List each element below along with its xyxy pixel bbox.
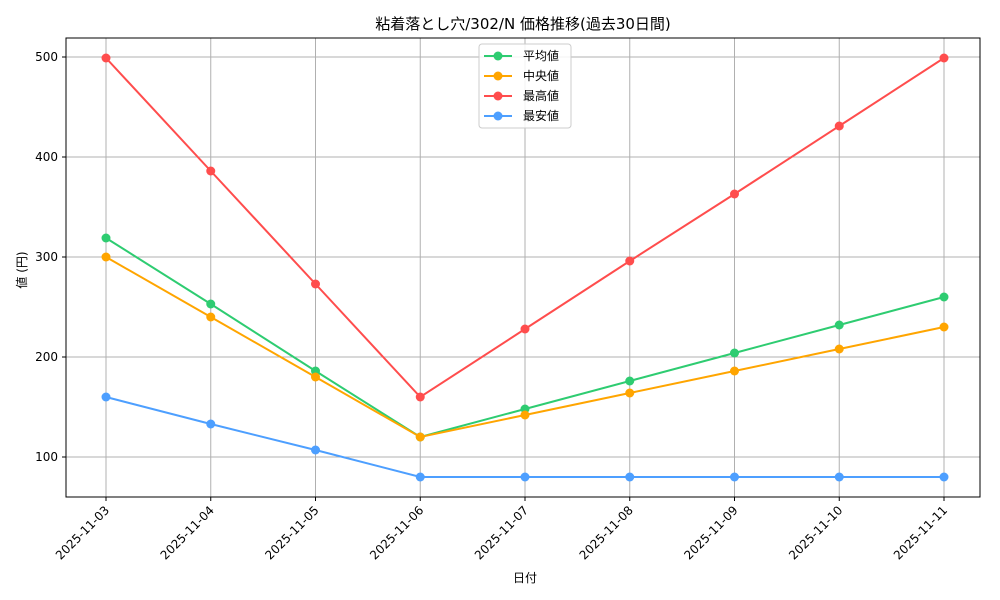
legend-marker-icon <box>493 51 503 61</box>
data-point <box>939 472 949 482</box>
data-point <box>520 324 530 334</box>
data-point <box>625 256 635 266</box>
data-point <box>939 292 949 302</box>
legend-box <box>478 43 572 129</box>
plot-frame <box>65 37 981 498</box>
data-point <box>415 472 425 482</box>
data-point <box>101 233 111 243</box>
data-point <box>834 320 844 330</box>
x-axis: 2025-11-03 2025-11-04 2025-11-05 2025-11-06… <box>53 497 950 562</box>
data-point <box>730 366 739 376</box>
data-point <box>625 472 635 482</box>
data-point <box>834 472 844 482</box>
legend-item: 最安値 <box>484 108 559 123</box>
data-point <box>311 445 320 455</box>
data-point <box>730 472 739 482</box>
x-tick-label: 2025-11-03 <box>53 503 112 562</box>
legend-item: 最高値 <box>484 88 559 103</box>
x-tick-label: 2025-11-08 <box>577 503 636 562</box>
x-tick-label: 2025-11-06 <box>367 503 426 562</box>
data-point <box>415 392 425 402</box>
legend-marker-icon <box>493 71 503 81</box>
data-point <box>730 189 739 199</box>
y-axis-label: 値 (円) <box>14 251 29 288</box>
data-point <box>101 392 111 402</box>
x-tick-label: 2025-11-04 <box>158 503 217 562</box>
data-point <box>206 419 216 429</box>
data-point <box>625 376 635 386</box>
data-point <box>625 388 635 398</box>
y-tick-label: 200 <box>35 350 58 364</box>
data-point <box>520 410 530 420</box>
legend-item: 中央値 <box>484 68 559 83</box>
y-axis: 100 200 300 400 500 <box>35 50 66 464</box>
data-point <box>101 252 111 262</box>
legend-marker-icon <box>493 111 503 121</box>
x-axis-label: 日付 <box>513 571 537 585</box>
legend-label: 最高値 <box>523 88 559 103</box>
data-point <box>101 53 111 63</box>
data-point <box>834 121 844 131</box>
data-point <box>206 312 216 322</box>
legend-label: 中央値 <box>523 68 559 83</box>
y-tick-label: 500 <box>35 50 58 64</box>
chart-title: 粘着落とし穴/302/N 価格推移(過去30日間) <box>375 15 671 33</box>
series-中央値 <box>101 252 949 442</box>
data-point <box>834 344 844 354</box>
legend-label: 平均値 <box>523 48 559 63</box>
data-point <box>206 299 216 309</box>
data-point <box>730 348 739 358</box>
legend-label: 最安値 <box>523 108 559 123</box>
legend-item: 平均値 <box>484 48 559 63</box>
x-tick-label: 2025-11-10 <box>786 503 845 562</box>
series-layer <box>101 53 949 482</box>
legend-marker-icon <box>493 91 503 101</box>
data-point <box>206 166 216 176</box>
x-tick-label: 2025-11-09 <box>681 503 740 562</box>
x-tick-label: 2025-11-05 <box>262 503 321 562</box>
data-point <box>939 322 949 332</box>
y-tick-label: 400 <box>35 150 58 164</box>
x-tick-label: 2025-11-11 <box>891 503 950 562</box>
series-最安値 <box>101 392 949 482</box>
x-tick-label: 2025-11-07 <box>472 503 531 562</box>
data-point <box>311 372 320 382</box>
y-tick-label: 300 <box>35 250 58 264</box>
data-point <box>939 53 949 63</box>
data-point <box>415 432 425 442</box>
series-最高値 <box>101 53 949 402</box>
y-tick-label: 100 <box>35 450 58 464</box>
data-point <box>311 279 320 289</box>
data-point <box>520 472 530 482</box>
